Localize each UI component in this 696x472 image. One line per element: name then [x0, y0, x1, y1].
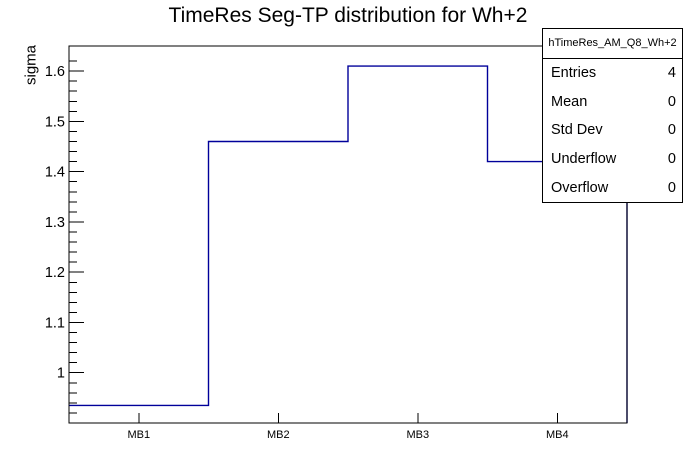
- stats-row: Mean 0: [543, 88, 682, 117]
- y-tick-label: 1.2: [45, 265, 65, 281]
- stats-row: Underflow 0: [543, 145, 682, 174]
- stats-row-label: Entries: [551, 65, 597, 82]
- y-tick-label: 1.4: [45, 165, 65, 181]
- stats-box: hTimeRes_AM_Q8_Wh+2 Entries 4 Mean 0 Std Dev…: [542, 28, 683, 203]
- stats-row: Entries 4: [543, 59, 682, 88]
- stats-row-value: 0: [667, 93, 676, 110]
- stats-row: Overflow 0: [543, 173, 682, 202]
- y-tick-label: 1.5: [45, 114, 65, 130]
- stats-row-label: Mean: [551, 93, 588, 110]
- y-tick-label: 1.3: [45, 215, 65, 231]
- plot-frame: [68, 45, 628, 424]
- stats-rows: Entries 4 Mean 0 Std Dev 0 Underflow 0 Overflow 0: [543, 59, 682, 202]
- stats-row-value: 0: [667, 122, 676, 139]
- y-tick-label: 1: [57, 366, 65, 382]
- y-tick-label: 1.1: [45, 315, 65, 331]
- x-tick-label: MB3: [406, 429, 429, 441]
- x-tick-label: MB4: [546, 429, 569, 441]
- stats-row-label: Underflow: [551, 151, 617, 168]
- stats-row-value: 0: [667, 151, 676, 168]
- stats-row-value: 4: [667, 65, 676, 82]
- x-tick-label: MB2: [267, 429, 290, 441]
- stats-row-label: Overflow: [551, 179, 609, 196]
- stats-row-label: Std Dev: [551, 122, 603, 139]
- chart-title: TimeRes Seg-TP distribution for Wh+2: [168, 4, 528, 27]
- stats-box-title: hTimeRes_AM_Q8_Wh+2: [543, 29, 682, 59]
- stats-row: Std Dev 0: [543, 116, 682, 145]
- stats-row-value: 0: [667, 179, 676, 196]
- y-tick-label: 1.6: [45, 64, 65, 80]
- x-tick-label: MB1: [127, 429, 150, 441]
